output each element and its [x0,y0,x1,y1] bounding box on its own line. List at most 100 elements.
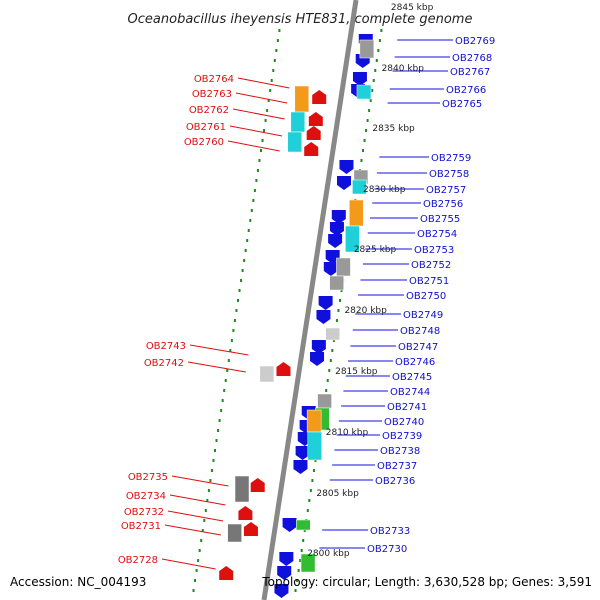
tick-mark [311,479,314,482]
forward-gene [304,142,319,156]
kbp-scale: 2845 kbp 2840 kbp 2835 kbp 2830 kbp 2825 kbp… [307,3,433,559]
leader-line [169,494,226,506]
forward-gene [312,90,327,104]
gene-label: OB2752 [411,260,451,271]
reverse-gene [279,552,294,566]
tick-mark [241,269,244,272]
tick-mark [371,89,374,92]
tick-mark [303,529,306,532]
gene-label: OB2755 [420,214,460,225]
kbp-label: 2805 kbp [316,489,359,499]
leader-line [235,92,288,104]
tick-mark [375,59,378,62]
gene-label: OB2742 [144,358,184,369]
gene-block-gray [234,475,250,503]
gene-label: OB2733 [370,526,410,537]
tick-mark [261,139,264,142]
tick-mark [276,39,279,42]
tick-mark [233,319,236,322]
tick-mark [255,179,258,182]
tick-mark [195,569,198,572]
gene-block-gray [359,39,375,59]
gene-label: OB2749 [403,310,443,321]
gene-label: OB2766 [446,85,486,96]
tick-mark [339,299,341,302]
map-title: Oceanobacillus iheyensis HTE831, complet… [128,12,473,27]
forward-gene [219,566,234,580]
reverse-gene [329,222,344,236]
tick-mark [217,429,220,432]
gene-label: OB2739 [382,431,422,442]
gene-block-green [296,519,311,531]
tick-mark [368,109,371,112]
tick-mark [244,249,247,252]
tick-mark [214,449,216,452]
gene-block-gray [325,327,340,341]
gene-block-gray [227,523,242,543]
kbp-label: 2840 kbp [382,64,425,74]
kbp-label: 2815 kbp [335,367,378,377]
tick-mark [329,359,332,362]
tick-mark [366,119,369,122]
tick-mark [203,519,206,522]
reverse-gene [295,446,310,460]
gene-label: OB2754 [417,229,457,240]
leader-line [167,510,224,522]
gene-label: OB2762 [189,105,229,116]
tick-mark [296,579,299,582]
tick-mark [194,579,197,582]
gene-block-gray [317,393,332,409]
genome-info-label: Topology: circular; Length: 3,630,528 bp… [261,575,592,589]
tick-mark [374,69,377,72]
gene-label: OB2730 [367,544,407,555]
tick-mark [240,279,243,282]
genome-tracks [192,0,383,600]
gene-label: OB2759 [431,153,471,164]
tick-mark [198,549,201,552]
tick-mark [372,79,375,82]
gene-block-gray [336,257,351,277]
genome-backbone [261,0,359,600]
gene-label: OB2738 [380,446,420,457]
tick-mark [365,129,368,132]
leader-line [171,475,229,487]
reverse-gene [325,250,340,264]
reverse-gene [331,210,346,224]
tick-mark [197,559,200,562]
tick-mark [249,219,252,222]
forward-gene [306,126,321,140]
tick-mark [266,109,269,112]
forward-gene [250,478,265,492]
leader-line [161,558,216,570]
tick-mark [300,549,303,552]
gene-label: OB2760 [184,137,224,148]
leader-line [232,108,285,120]
tick-mark [215,439,218,442]
leader-line [229,125,283,137]
tick-mark [360,159,363,162]
reverse-gene [293,460,308,474]
tick-mark [275,49,278,52]
leader-line [237,77,290,89]
tick-mark [332,339,335,342]
tick-mark [331,349,334,352]
tick-mark [221,399,224,402]
gene-block-gray [259,365,275,383]
tick-mark [337,309,340,312]
reverse-gene [282,518,297,532]
gene-block-cyan [287,131,303,153]
tick-mark [325,389,328,392]
reverse-gene [328,234,343,248]
tick-mark [335,319,338,322]
tick-mark [340,289,343,292]
reverse-gene [352,72,367,86]
tick-mark [260,149,262,152]
kbp-label: 2825 kbp [354,245,397,255]
tick-mark [210,469,213,472]
tick-mark [192,589,195,592]
gene-label: OB2751 [409,276,449,287]
kbp-label: 2810 kbp [326,428,369,438]
gene-label: OB2745 [392,372,432,383]
reverse-gene [323,262,338,276]
tick-mark [309,489,312,492]
